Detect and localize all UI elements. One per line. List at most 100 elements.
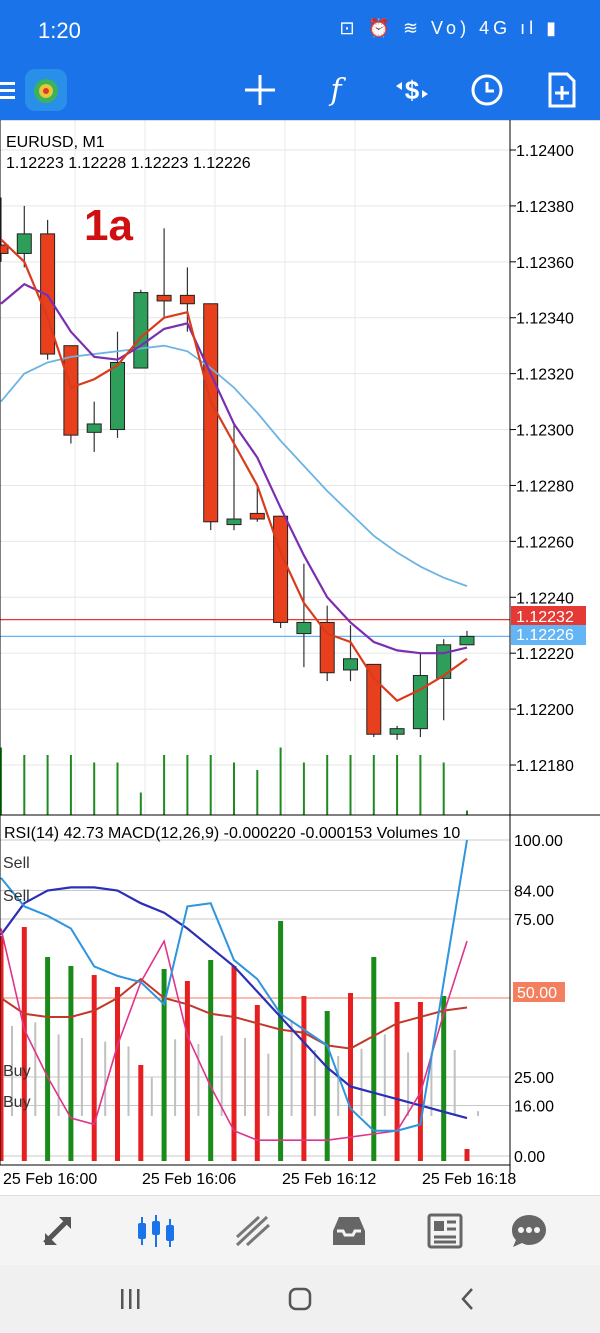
indicators-icon[interactable]: f — [330, 72, 342, 108]
macd-histogram-bar — [417, 1002, 423, 1161]
mid-level-tag — [513, 982, 565, 1002]
price-tick-label: 1.12260 — [516, 534, 574, 551]
top-toolbar: f $ — [0, 60, 600, 120]
back-icon[interactable] — [448, 1281, 488, 1317]
candle-body — [296, 621, 312, 635]
chart-icon[interactable] — [131, 1206, 181, 1256]
macd-signal-line — [0, 977, 468, 1050]
history-icon[interactable] — [324, 1206, 374, 1256]
bottom-navigation — [0, 1195, 600, 1266]
sell-level-label-2: Sell — [3, 888, 30, 905]
buy-level-label-2: Buy — [3, 1094, 31, 1111]
macd-histogram-bar — [371, 957, 377, 1161]
price-tick-label: 1.12380 — [516, 199, 574, 216]
macd-histogram-bar — [394, 1002, 400, 1161]
macd-histogram-bar — [184, 981, 190, 1161]
trade-icon[interactable] — [228, 1206, 278, 1256]
macd-histogram-bar — [0, 936, 4, 1161]
subchart-header: RSI(14) 42.73 MACD(12,26,9) -0.000220 -0… — [4, 825, 460, 842]
chart-area[interactable]: EURUSD, M1 1.12223 1.12228 1.12223 1.122… — [0, 119, 600, 1195]
ohlc-label: 1.12223 1.12228 1.12223 1.12226 — [6, 155, 251, 172]
candle-body — [366, 663, 382, 735]
time-label-3: 25 Feb 16:12 — [282, 1171, 376, 1188]
slow-ma-line — [0, 344, 468, 587]
level-tick-label: 75.00 — [514, 912, 554, 929]
candle-body — [0, 244, 9, 254]
candle-body — [110, 361, 125, 431]
time-label-2: 25 Feb 16:06 — [142, 1171, 236, 1188]
price-tick-label: 1.12280 — [516, 478, 574, 495]
candle-body — [63, 345, 79, 436]
time-label-4: 25 Feb 16:18 — [422, 1171, 516, 1188]
candle-body — [226, 518, 242, 526]
candle-body — [459, 635, 475, 646]
ask-price-tag — [511, 625, 586, 645]
macd-histogram-bar — [68, 966, 74, 1161]
macd-main-line — [0, 886, 468, 1120]
macd-histogram-bar — [301, 996, 307, 1161]
macd-histogram-bar — [91, 975, 97, 1161]
mid-level-text: 50.00 — [517, 985, 557, 1002]
candle-body — [156, 294, 172, 302]
crosshair-icon[interactable] — [236, 66, 284, 114]
ask-price-text: 1.12226 — [516, 627, 574, 644]
mid-ma-line — [0, 282, 468, 655]
price-tick-label: 1.12300 — [516, 423, 574, 440]
macd-histogram-bar — [348, 993, 353, 1161]
candle-body — [412, 675, 428, 730]
time-label-1: 25 Feb 16:00 — [3, 1171, 97, 1188]
candle-body — [389, 728, 405, 735]
candle-body — [179, 294, 195, 305]
news-icon[interactable] — [420, 1206, 470, 1256]
level-tick-label: 84.00 — [514, 884, 554, 901]
price-tick-label: 1.12220 — [516, 646, 574, 663]
candle-body — [40, 233, 56, 355]
annotation-label: 1a — [84, 201, 133, 250]
macd-histogram-bar — [21, 927, 27, 1161]
price-tick-label: 1.12180 — [516, 758, 574, 775]
level-tick-label: 16.00 — [514, 1098, 554, 1115]
sell-level-label-1: Sell — [3, 855, 30, 872]
candle-body — [86, 423, 102, 433]
fast-ma-line — [0, 238, 468, 703]
macd-histogram-bar — [278, 921, 284, 1161]
candle-body — [319, 621, 335, 674]
candle-body — [133, 292, 149, 369]
dollar-arrows-icon[interactable]: $ — [388, 66, 436, 114]
price-tick-label: 1.12240 — [516, 590, 574, 607]
hamburger-icon[interactable] — [0, 66, 20, 114]
system-navigation-bar — [0, 1265, 600, 1333]
recent-apps-icon[interactable] — [110, 1281, 150, 1317]
macd-histogram-bar — [138, 1065, 144, 1161]
status-bar: 1:20 ⊡ ⏰ ≋ Vo) 4G ıl ▮ — [0, 0, 600, 60]
chat-icon[interactable] — [504, 1206, 554, 1256]
price-chart[interactable]: EURUSD, M1 1.12223 1.12228 1.12223 1.122… — [0, 119, 600, 1195]
bid-price-text: 1.12232 — [516, 609, 574, 626]
macd-histogram-bar — [161, 969, 167, 1161]
macd-histogram-bar — [115, 987, 120, 1161]
bid-price-tag — [511, 606, 586, 626]
status-icons: ⊡ ⏰ ≋ Vo) 4G ıl ▮ — [339, 18, 560, 38]
candle-body — [249, 512, 265, 520]
new-document-icon[interactable] — [538, 66, 586, 114]
macd-histogram-bar — [324, 1011, 330, 1161]
candle-body — [16, 233, 32, 254]
clock-icon[interactable] — [463, 66, 511, 114]
price-tick-label: 1.12400 — [516, 143, 574, 160]
price-tick-label: 1.12200 — [516, 702, 574, 719]
macd-histogram-bar — [441, 996, 447, 1161]
status-time: 1:20 — [38, 18, 81, 43]
buy-level-label-1: Buy — [3, 1063, 31, 1080]
quotes-icon[interactable] — [34, 1206, 84, 1256]
candle-body — [203, 303, 219, 523]
macd-histogram-bar — [254, 1005, 260, 1161]
price-tick-label: 1.12360 — [516, 255, 574, 272]
home-icon[interactable] — [280, 1281, 320, 1317]
metatrader-logo-icon[interactable] — [22, 66, 70, 114]
candle-body — [273, 515, 289, 623]
symbol-label: EURUSD, M1 — [6, 134, 105, 151]
macd-histogram-bar — [208, 960, 214, 1161]
svg-text:$: $ — [405, 75, 420, 105]
macd-histogram-bar — [464, 1149, 470, 1161]
macd-histogram-bar — [45, 957, 51, 1161]
